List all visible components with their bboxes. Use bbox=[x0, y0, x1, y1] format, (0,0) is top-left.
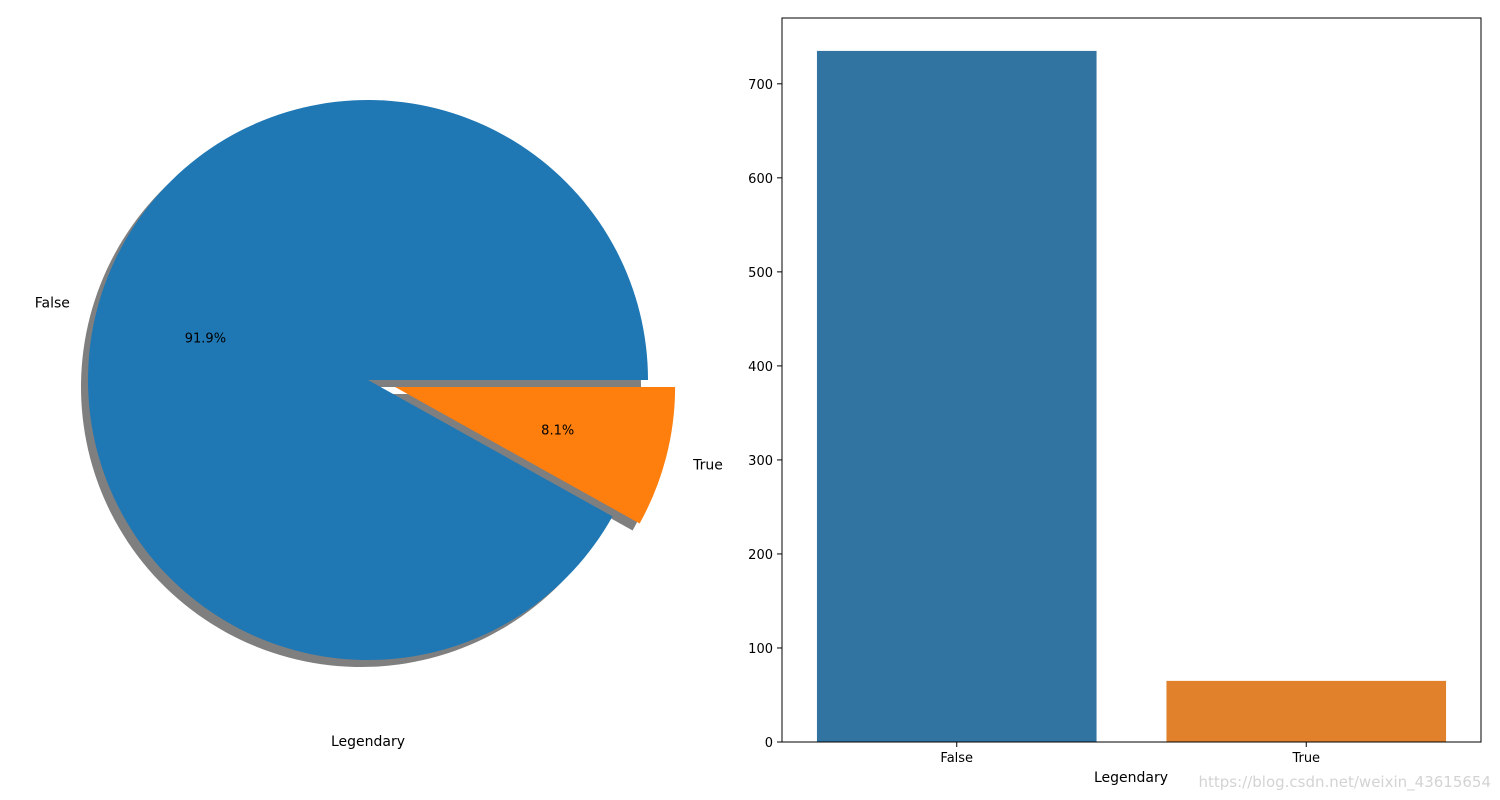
pie-label-true: True bbox=[692, 458, 723, 474]
pie-label-false: False bbox=[35, 295, 70, 311]
pie-slice-true bbox=[395, 387, 676, 524]
watermark-text: https://blog.csdn.net/weixin_43615654 bbox=[1198, 773, 1491, 792]
bar-xlabel: Legendary bbox=[1094, 770, 1168, 786]
y-tick-label: 400 bbox=[748, 360, 773, 375]
y-tick-label: 700 bbox=[748, 78, 773, 93]
y-tick-label: 300 bbox=[748, 454, 773, 469]
y-tick-label: 200 bbox=[748, 548, 773, 563]
bar-axes-frame bbox=[781, 17, 1482, 743]
y-tick-label: 0 bbox=[765, 736, 773, 751]
bar-true bbox=[1166, 680, 1447, 742]
y-tick-label: 600 bbox=[748, 172, 773, 187]
y-tick-label: 100 bbox=[748, 642, 773, 657]
pie-pct-true: 8.1% bbox=[541, 423, 574, 438]
bar-chart: False True 0 100 200 300 400 500 600 700 bbox=[748, 50, 1447, 766]
x-tick-label-true: True bbox=[1291, 751, 1320, 766]
x-tick-label-false: False bbox=[940, 751, 973, 766]
pie-pct-false: 91.9% bbox=[185, 332, 226, 347]
y-tick-label: 500 bbox=[748, 266, 773, 281]
pie-chart: False 91.9% True 8.1% bbox=[35, 99, 723, 668]
pie-slice-false bbox=[87, 99, 648, 660]
bar-false bbox=[816, 50, 1097, 742]
pie-xlabel: Legendary bbox=[331, 734, 405, 750]
